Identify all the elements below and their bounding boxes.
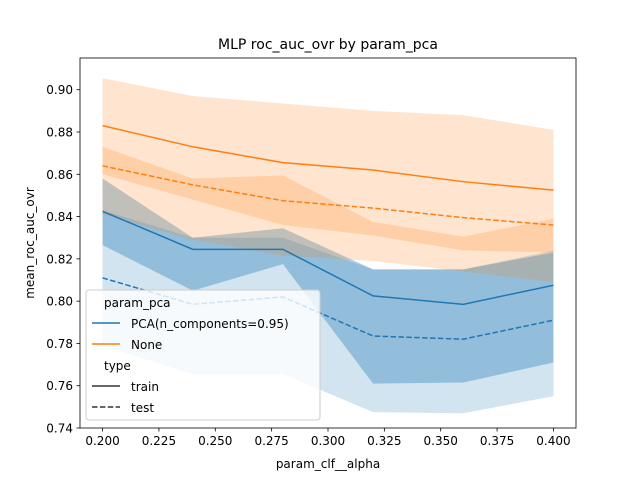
line-none-train	[102, 124, 554, 191]
line-pca-test	[102, 277, 554, 340]
x-tick-label: 0.400	[536, 434, 570, 448]
legend: param_pca PCA(n_components=0.95) None ty…	[85, 289, 321, 421]
series-lines	[102, 124, 554, 340]
legend-box	[85, 289, 321, 421]
band-none-train	[102, 78, 554, 253]
y-tick-label: 0.90	[46, 83, 73, 97]
y-axis-ticks: 0.74 0.76 0.78 0.80 0.82 0.84 0.86 0.88 0.90	[46, 83, 80, 436]
x-tick-label: 0.375	[480, 434, 514, 448]
legend-pca-label: PCA(n_components=0.95)	[131, 317, 289, 331]
band-pca-train	[102, 178, 554, 384]
y-tick-label: 0.76	[46, 379, 73, 393]
legend-test-label: test	[131, 401, 154, 415]
x-tick-label: 0.300	[311, 434, 345, 448]
x-tick-label: 0.275	[254, 434, 288, 448]
x-axis-ticks: 0.200 0.225 0.250 0.275 0.300 0.325 0.350 0.375…	[85, 428, 571, 448]
x-tick-label: 0.350	[424, 434, 458, 448]
y-tick-label: 0.84	[46, 210, 73, 224]
legend-style-title: type	[104, 359, 131, 373]
x-tick-label: 0.200	[85, 434, 119, 448]
y-tick-label: 0.86	[46, 168, 73, 182]
y-tick-label: 0.74	[46, 422, 73, 436]
band-none-test	[102, 146, 554, 283]
line-none-test	[102, 165, 554, 226]
y-axis-label: mean_roc_auc_ovr	[23, 187, 37, 299]
y-tick-label: 0.80	[46, 295, 73, 309]
x-tick-label: 0.225	[142, 434, 176, 448]
x-axis-label: param_clf__alpha	[276, 457, 380, 471]
legend-none-label: None	[131, 338, 162, 352]
confidence-bands	[102, 78, 554, 414]
line-pca-train	[102, 210, 554, 306]
chart-title: MLP roc_auc_ovr by param_pca	[218, 37, 438, 53]
legend-hue-title: param_pca	[104, 296, 171, 310]
legend-train-label: train	[131, 380, 159, 394]
x-tick-label: 0.325	[367, 434, 401, 448]
y-tick-label: 0.82	[46, 252, 73, 266]
y-tick-label: 0.78	[46, 337, 73, 351]
x-tick-label: 0.250	[198, 434, 232, 448]
y-tick-label: 0.88	[46, 126, 73, 140]
